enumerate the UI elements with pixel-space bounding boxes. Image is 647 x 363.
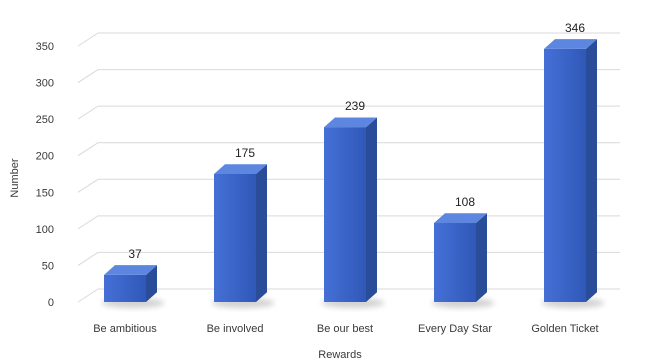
gridline-depth <box>77 105 99 120</box>
data-label: 346 <box>565 21 585 35</box>
bar-front <box>104 274 146 302</box>
bar-top <box>544 39 597 49</box>
gridline-depth <box>77 215 99 230</box>
bar <box>431 213 495 308</box>
bar-front <box>214 174 256 302</box>
bar-top <box>214 164 267 174</box>
bars <box>101 39 605 308</box>
data-label: 239 <box>345 99 365 113</box>
x-tick-label: Be ambitious <box>93 323 157 335</box>
x-tick-label: Be involved <box>207 323 264 335</box>
gridline-depth <box>77 32 99 47</box>
data-label: 175 <box>235 146 255 160</box>
bar <box>211 164 275 308</box>
y-tick-label: 50 <box>42 260 54 272</box>
y-tick-label: 300 <box>36 78 54 90</box>
bar-side <box>476 213 487 302</box>
bar-front <box>544 48 586 302</box>
x-tick-label: Golden Ticket <box>531 323 598 335</box>
bar-side <box>366 117 377 302</box>
x-axis: Be ambitious Be involved Be our best Every … <box>93 323 598 335</box>
x-axis-title: Rewards <box>318 349 362 361</box>
x-tick-label: Every Day Star <box>418 323 492 335</box>
bar <box>541 39 605 308</box>
gridline-depth <box>77 288 99 303</box>
y-tick-label: 100 <box>36 224 54 236</box>
gridline-depth <box>77 69 99 83</box>
bar-side <box>586 39 597 302</box>
y-axis: 0 50 100 150 200 250 300 350 <box>36 41 54 309</box>
y-tick-label: 250 <box>36 114 54 126</box>
gridline-depth <box>77 142 99 157</box>
y-axis-title: Number <box>9 158 21 197</box>
data-label: 37 <box>128 247 142 261</box>
x-tick-label: Be our best <box>317 323 373 335</box>
bar <box>101 265 165 308</box>
bar-top <box>104 265 157 275</box>
bar-top <box>324 117 377 128</box>
y-tick-label: 350 <box>36 41 54 53</box>
bar-front <box>324 127 366 302</box>
bar-front <box>434 223 476 302</box>
bar-top <box>434 213 487 224</box>
bar <box>321 117 385 308</box>
y-tick-label: 150 <box>36 187 54 199</box>
gridline-depth <box>77 252 99 266</box>
y-tick-label: 200 <box>36 151 54 163</box>
gridline-depth <box>77 178 99 193</box>
bar-side <box>256 164 267 302</box>
data-label: 108 <box>455 195 475 209</box>
y-tick-label: 0 <box>48 297 54 309</box>
data-labels: 37 175 239 108 346 <box>128 21 585 261</box>
bar-side <box>146 265 157 302</box>
